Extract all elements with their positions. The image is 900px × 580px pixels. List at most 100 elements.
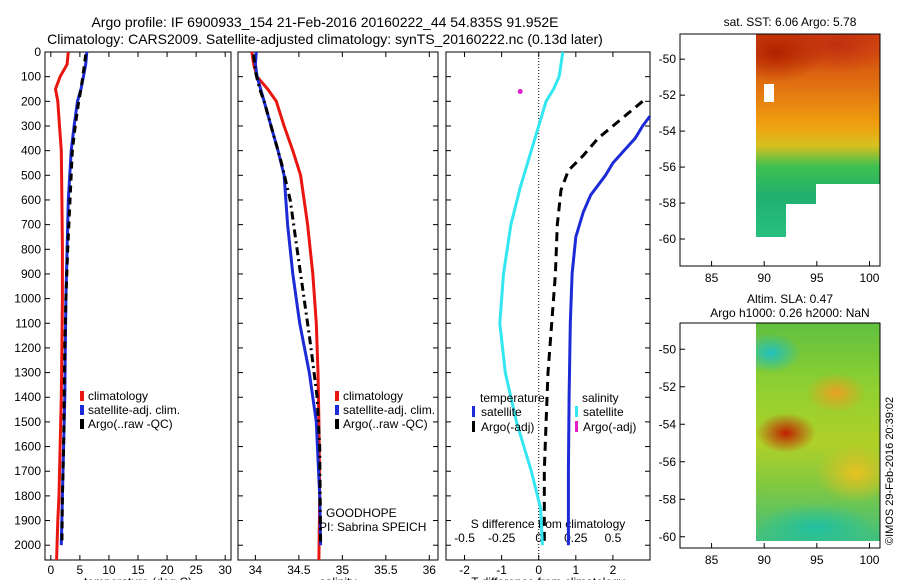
legend-title-salinity: salinity: [582, 391, 619, 405]
x-tick-label: 5: [77, 563, 84, 577]
axes-layer: 0100200300400500600700800900100011001200…: [14, 33, 881, 580]
legend-swatch-s-satellite: [575, 406, 578, 417]
series-line-argo-raw-qc-: [252, 54, 323, 546]
x2-tick-label: 0.5: [605, 531, 622, 545]
legend-title-temperature: temperature: [480, 391, 545, 405]
map-x-tick-label: 85: [705, 271, 719, 285]
legend-label: Argo(..raw -QC): [88, 417, 173, 431]
map-x-tick-label: 95: [810, 553, 824, 567]
x-axis-label-salinity: salinity: [320, 575, 357, 580]
x-tick-label: 0: [47, 563, 54, 577]
y-tick-label: 400: [21, 144, 41, 158]
x-tick-label: 20: [160, 563, 174, 577]
map-y-tick-label: -52: [659, 380, 677, 394]
x-tick-label: 36: [423, 563, 437, 577]
data-layer: [54, 51, 652, 561]
map-x-tick-label: 95: [810, 271, 824, 285]
y-tick-label: 300: [21, 119, 41, 133]
x-tick-label: -2: [459, 563, 470, 577]
legend-swatch-s-argo: [575, 421, 578, 432]
x-tick-label: 25: [189, 563, 203, 577]
x-tick-label: 35: [336, 563, 350, 577]
figure-title-line1: Argo profile: IF 6900933_154 21-Feb-2016…: [91, 14, 559, 30]
series-line-climatology: [250, 51, 322, 561]
y-tick-label: 0: [34, 45, 41, 59]
map-y-tick-label: -60: [659, 232, 677, 246]
x-tick-label: 34.5: [287, 563, 311, 577]
map-y-tick-label: -58: [659, 492, 677, 506]
legend-label-s-satellite: satellite: [583, 405, 624, 419]
legend-swatch: [335, 405, 339, 415]
map-x-tick-label: 100: [859, 271, 879, 285]
map-y-tick-label: -52: [659, 88, 677, 102]
y-tick-label: 1500: [14, 415, 41, 429]
legend-swatch: [335, 391, 339, 401]
y-tick-label: 100: [21, 70, 41, 84]
map-y-tick-label: -50: [659, 342, 677, 356]
legend-swatch: [335, 419, 339, 429]
map-y-tick-label: -56: [659, 455, 677, 469]
annotation-project: GOODHOPE: [326, 506, 397, 520]
map-y-tick-label: -50: [659, 52, 677, 66]
series-line-climatology: [54, 51, 70, 561]
x-tick-label: 2: [610, 563, 617, 577]
y-tick-label: 600: [21, 193, 41, 207]
x-tick-label: 15: [131, 563, 145, 577]
map-y-tick-label: -58: [659, 196, 677, 210]
sla-map-image: [756, 323, 880, 541]
map-x-tick-label: 90: [758, 271, 772, 285]
sst-map-image: [756, 34, 880, 237]
map-x-tick-label: 100: [859, 553, 879, 567]
x2-tick-label: 0.25: [564, 531, 588, 545]
series-line-t-satellite: [566, 115, 652, 546]
x-axis-label-difference: T difference from climatology: [471, 575, 625, 580]
y-tick-label: 1200: [14, 341, 41, 355]
y-tick-label: 1800: [14, 489, 41, 503]
y-tick-label: 1900: [14, 514, 41, 528]
series-line-s-satellite: [498, 51, 565, 546]
map-y-tick-label: -56: [659, 160, 677, 174]
legend-swatch-t-satellite: [472, 406, 475, 417]
x-tick-label: 35.5: [374, 563, 398, 577]
sst-land-mask-2: [786, 204, 826, 237]
map-y-tick-label: -60: [659, 530, 677, 544]
y-tick-label: 1300: [14, 366, 41, 380]
y-tick-label: 1600: [14, 440, 41, 454]
legend-label: climatology: [88, 389, 148, 403]
y-tick-label: 2000: [14, 538, 41, 552]
y-tick-label: 1700: [14, 464, 41, 478]
legend-label: climatology: [343, 389, 403, 403]
legend-label: satellite-adj. clim.: [343, 403, 435, 417]
x-axis-label-temperature: temperature (deg C): [84, 575, 192, 580]
y-tick-label: 800: [21, 242, 41, 256]
plot-frame-salinity: [237, 51, 439, 561]
sst-land-mask: [816, 184, 880, 237]
sla-map-title-line2: Argo h1000: 0.26 h2000: NaN: [710, 306, 870, 320]
x2-tick-label: -0.5: [454, 531, 475, 545]
series-line-satellite-adj-clim-: [253, 51, 323, 546]
x-tick-label: -1: [496, 563, 507, 577]
legend-label: satellite-adj. clim.: [88, 403, 180, 417]
y-tick-label: 1400: [14, 390, 41, 404]
y-tick-label: 1100: [15, 316, 41, 330]
legend-swatch: [80, 419, 84, 429]
map-y-tick-label: -54: [659, 124, 677, 138]
series-line-t-argo-adj-: [542, 100, 644, 546]
sst-land-mask-3: [764, 84, 774, 102]
annotation-pi: PI: Sabrina SPEICH: [319, 520, 426, 534]
plot-frame-difference: [445, 51, 651, 561]
x-tick-label: 0: [535, 563, 542, 577]
figure-title-line2: Climatology: CARS2009. Satellite-adjuste…: [47, 31, 603, 47]
legend-label-s-argo: Argo(-adj): [583, 420, 636, 434]
data-point-s-argo: [517, 88, 523, 94]
x-tick-label: 1: [572, 563, 579, 577]
legend-swatch: [80, 391, 84, 401]
legend-label-t-argo: Argo(-adj): [481, 420, 534, 434]
sst-map-title: sat. SST: 6.06 Argo: 5.78: [723, 15, 857, 29]
y-tick-label: 500: [21, 168, 41, 182]
map-frame-sst: [679, 33, 881, 267]
legend-swatch-t-argo: [472, 421, 475, 432]
series-line-argo-raw-qc-: [60, 54, 88, 546]
